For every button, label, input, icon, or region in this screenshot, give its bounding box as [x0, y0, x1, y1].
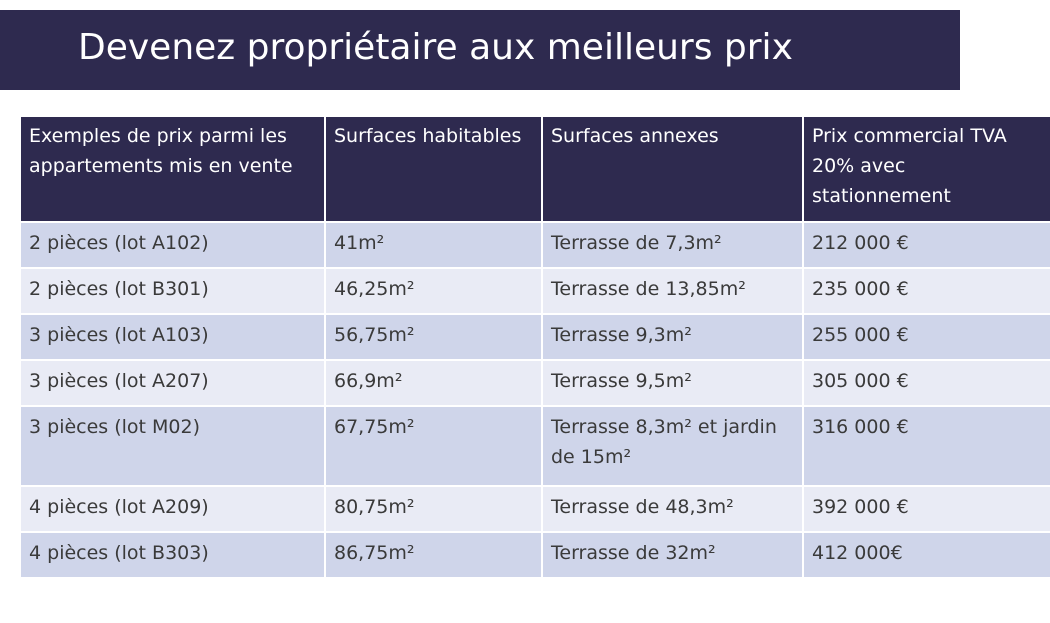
table-row: 3 pièces (lot A207) 66,9m² Terrasse 9,5m… — [21, 360, 1050, 407]
table-header-row: Exemples de prix parmi les appartements … — [21, 117, 1050, 223]
page-title: Devenez propriétaire aux meilleurs prix — [78, 27, 793, 68]
cell-apartment: 3 pièces (lot A103) — [21, 314, 326, 361]
table-row: 4 pièces (lot A209) 80,75m² Terrasse de … — [21, 486, 1050, 533]
cell-apartment: 2 pièces (lot B301) — [21, 268, 326, 315]
cell-apartment: 3 pièces (lot M02) — [21, 406, 326, 487]
cell-price: 305 000 € — [803, 360, 1050, 407]
cell-living-area: 41m² — [325, 222, 543, 269]
table-row: 3 pièces (lot A103) 56,75m² Terrasse 9,3… — [21, 314, 1050, 361]
cell-price: 392 000 € — [803, 486, 1050, 533]
cell-living-area: 46,25m² — [325, 268, 543, 315]
cell-living-area: 86,75m² — [325, 532, 543, 579]
cell-annex-area: Terrasse de 7,3m² — [542, 222, 804, 269]
cell-annex-area: Terrasse de 32m² — [542, 532, 804, 579]
cell-living-area: 56,75m² — [325, 314, 543, 361]
cell-annex-area: Terrasse de 13,85m² — [542, 268, 804, 315]
table-row: 2 pièces (lot B301) 46,25m² Terrasse de … — [21, 268, 1050, 315]
cell-price: 316 000 € — [803, 406, 1050, 487]
cell-living-area: 67,75m² — [325, 406, 543, 487]
cell-price: 235 000 € — [803, 268, 1050, 315]
cell-annex-area: Terrasse 9,3m² — [542, 314, 804, 361]
cell-apartment: 3 pièces (lot A207) — [21, 360, 326, 407]
cell-apartment: 4 pièces (lot B303) — [21, 532, 326, 579]
cell-apartment: 4 pièces (lot A209) — [21, 486, 326, 533]
title-banner: Devenez propriétaire aux meilleurs prix — [0, 10, 960, 90]
cell-living-area: 66,9m² — [325, 360, 543, 407]
cell-apartment: 2 pièces (lot A102) — [21, 222, 326, 269]
cell-annex-area: Terrasse de 48,3m² — [542, 486, 804, 533]
cell-living-area: 80,75m² — [325, 486, 543, 533]
table-row: 2 pièces (lot A102) 41m² Terrasse de 7,3… — [21, 222, 1050, 269]
cell-annex-area: Terrasse 8,3m² et jardin de 15m² — [542, 406, 804, 487]
price-table: Exemples de prix parmi les appartements … — [21, 117, 1050, 579]
header-living-area: Surfaces habitables — [325, 117, 543, 223]
header-apartment: Exemples de prix parmi les appartements … — [21, 117, 326, 223]
header-annex-area: Surfaces annexes — [542, 117, 804, 223]
cell-annex-area: Terrasse 9,5m² — [542, 360, 804, 407]
table-row: 3 pièces (lot M02) 67,75m² Terrasse 8,3m… — [21, 406, 1050, 487]
table-row: 4 pièces (lot B303) 86,75m² Terrasse de … — [21, 532, 1050, 579]
cell-price: 255 000 € — [803, 314, 1050, 361]
cell-price: 412 000€ — [803, 532, 1050, 579]
header-price: Prix commercial TVA 20% avec stationneme… — [803, 117, 1050, 223]
cell-price: 212 000 € — [803, 222, 1050, 269]
